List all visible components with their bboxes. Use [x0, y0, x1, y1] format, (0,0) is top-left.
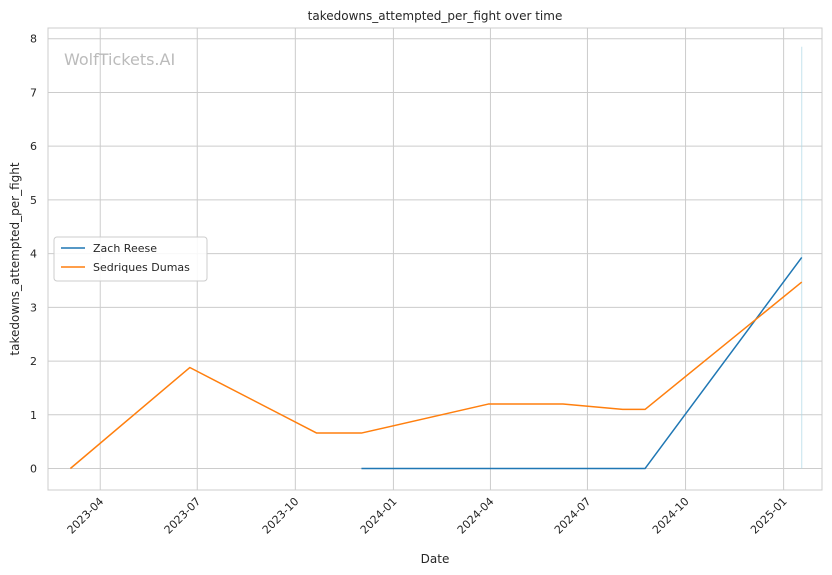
- series-line-zach-reese: [361, 256, 803, 470]
- y-tick-label: 7: [30, 86, 37, 99]
- x-tick-label: 2024-10: [650, 495, 692, 537]
- x-axis-label: Date: [421, 552, 450, 566]
- x-tick-label: 2024-07: [552, 495, 594, 537]
- x-tick-label: 2025-01: [748, 495, 790, 537]
- x-tick-label: 2023-10: [260, 495, 302, 537]
- watermark: WolfTickets.AI: [64, 50, 175, 69]
- y-tick-label: 1: [30, 409, 37, 422]
- legend: Zach Reese Sedriques Dumas: [53, 236, 208, 282]
- chart-title: takedowns_attempted_per_fight over time: [308, 9, 563, 23]
- y-tick-label: 4: [30, 248, 37, 261]
- x-tick-label: 2024-01: [358, 495, 400, 537]
- legend-label-zach-reese: Zach Reese: [93, 242, 157, 255]
- y-axis-label: takedowns_attempted_per_fight: [8, 162, 22, 355]
- y-tick-label: 6: [30, 140, 37, 153]
- y-tick-label: 2: [30, 355, 37, 368]
- x-tick-label: 2023-04: [65, 495, 107, 537]
- y-axis-ticks: 0 1 2 3 4 5 6 7 8: [30, 33, 37, 476]
- series-line-sedriques-dumas: [69, 281, 803, 470]
- y-tick-label: 8: [30, 33, 37, 46]
- x-axis-ticks: 2023-04 2023-07 2023-10 2024-01 2024-04 2024-…: [65, 495, 790, 537]
- series-lines: [69, 256, 803, 470]
- y-tick-label: 3: [30, 301, 37, 314]
- x-tick-label: 2024-04: [455, 495, 497, 537]
- legend-box: [53, 236, 208, 282]
- y-tick-label: 5: [30, 194, 37, 207]
- plot-area-frame: [47, 27, 823, 491]
- x-tick-label: 2023-07: [162, 495, 204, 537]
- y-tick-label: 0: [30, 463, 37, 476]
- legend-label-sedriques-dumas: Sedriques Dumas: [93, 261, 190, 274]
